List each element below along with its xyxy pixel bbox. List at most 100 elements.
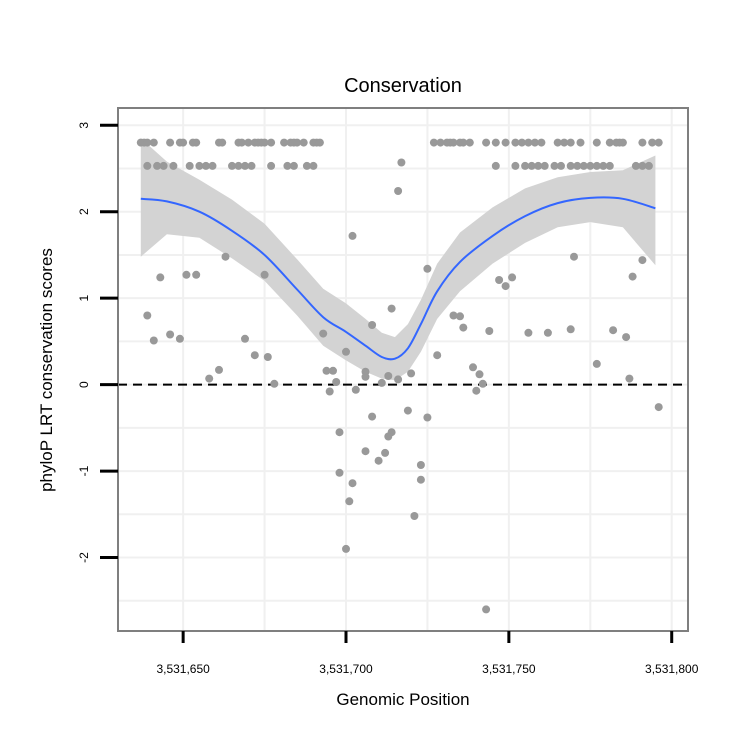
data-point [195,161,204,170]
data-point [648,138,657,147]
data-point [397,158,406,167]
data-point [384,372,393,380]
data-point [566,325,575,334]
data-point [342,347,350,356]
data-point [247,161,256,170]
data-point [592,359,601,368]
data-point [524,138,533,147]
data-point [192,270,201,279]
data-point [517,138,526,147]
data-point [530,138,539,147]
data-point [329,366,337,375]
data-point [332,378,341,386]
data-point [449,311,458,320]
data-point [283,161,292,170]
smooth-fit-line [140,196,656,361]
data-point [628,272,637,281]
data-point [166,330,175,339]
data-point [485,327,494,335]
data-point [267,138,276,147]
data-point [192,138,201,147]
data-point [508,273,517,282]
data-point [263,353,272,361]
data-point [599,161,608,170]
data-point [348,231,357,240]
data-point [345,497,354,506]
data-point [322,366,331,375]
data-point [478,379,487,388]
data-point [644,161,653,170]
data-point [570,252,578,261]
data-point [407,369,416,378]
chart-title: Conservation [344,75,462,97]
data-point [319,329,328,338]
data-point [416,461,425,469]
data-point [550,161,559,170]
data-point [410,512,419,520]
data-point [201,161,210,170]
data-point [416,475,425,484]
data-point [381,448,390,457]
data-point [149,336,158,345]
data-point [335,428,344,437]
data-point [501,282,510,291]
data-point [576,138,585,147]
data-point [472,386,481,395]
data-point [618,138,627,147]
data-point [179,138,188,147]
data-point [250,351,259,360]
data-point [169,161,178,170]
data-point [605,161,614,170]
data-point [149,138,158,147]
data-point [289,161,298,170]
y-tick-label: 0 [77,381,91,388]
data-point [237,138,246,147]
data-point [267,161,276,170]
data-point [143,311,152,320]
data-point [315,138,324,147]
data-point [361,447,370,456]
data-point [403,406,412,415]
data-point [482,138,491,147]
data-point [351,385,360,394]
confidence-band-area [140,138,656,381]
data-point [166,138,175,147]
confidence-band [140,138,656,381]
y-tick-label: -2 [77,552,91,563]
data-point [605,138,614,147]
data-point [579,161,588,170]
data-point [586,161,595,170]
data-point [342,544,350,553]
data-point [511,138,520,147]
data-point [638,138,647,147]
data-point [143,161,152,170]
data-point [335,468,344,477]
data-point [260,138,269,147]
data-points [136,138,663,614]
data-point [293,138,302,147]
data-point [469,363,477,372]
data-point [156,273,165,282]
data-point [553,138,562,147]
data-point [625,374,634,383]
data-point [423,264,432,273]
data-point [475,370,484,379]
data-point [244,138,253,147]
data-point [218,138,227,147]
data-point [592,138,601,147]
data-point [185,161,194,170]
x-tick-label: 3,531,700 [319,662,373,676]
data-point [566,138,575,147]
data-point [368,412,377,421]
data-point [208,161,217,170]
smooth-line [140,196,656,361]
panel-border [117,107,689,632]
data-point [573,161,582,170]
data-point [433,351,442,360]
data-point [465,138,474,147]
data-point [436,138,445,147]
data-point [143,138,152,147]
data-point [368,321,377,329]
data-point [654,403,663,412]
data-point [537,138,546,147]
